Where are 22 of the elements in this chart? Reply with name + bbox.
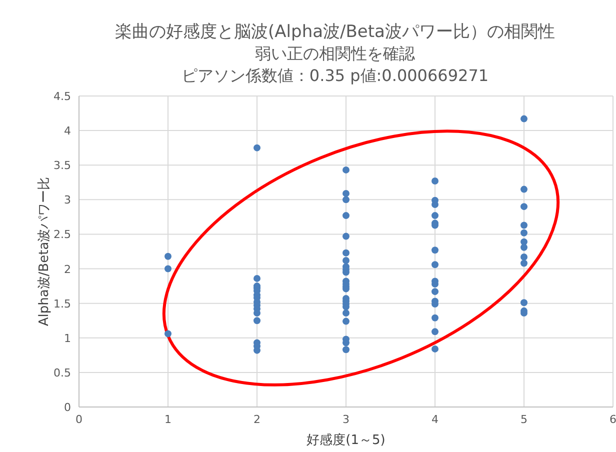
y-tick-label: 0.5 xyxy=(54,366,71,380)
x-tick-label: 4 xyxy=(432,413,438,426)
x-tick-label: 6 xyxy=(610,413,616,426)
y-tick-label: 1 xyxy=(64,332,71,345)
y-tick-label: 3 xyxy=(64,194,71,207)
text: ピアソン係数値：0.35 p値:0.000669271 xyxy=(181,66,489,85)
chart-title: 楽曲の好感度と脳波(Alpha波/Beta波パワー比）の相関性 xyxy=(115,22,555,42)
y-tick-label: 1.5 xyxy=(54,297,71,310)
y-axis-title: Alpha波/Beta波パワー比 xyxy=(37,176,52,326)
x-tick-label: 5 xyxy=(520,413,528,426)
y-tick-label: 4 xyxy=(64,124,71,138)
y-tick-label: 3.5 xyxy=(54,159,71,172)
x-tick-label: 2 xyxy=(254,413,260,426)
y-tick-label: 0 xyxy=(64,401,71,414)
y-tick-label: 2.5 xyxy=(54,228,71,242)
x-axis-title: 好感度(1～5) xyxy=(306,432,386,448)
y-tick-label: 4.5 xyxy=(54,90,71,103)
x-tick-label: 0 xyxy=(76,413,82,426)
x-tick-label: 3 xyxy=(342,413,350,426)
y-tick-label: 2 xyxy=(64,262,71,276)
chart-subtitle: 弱い正の相関性を確認 xyxy=(255,44,415,63)
x-tick-label: 1 xyxy=(164,413,172,426)
